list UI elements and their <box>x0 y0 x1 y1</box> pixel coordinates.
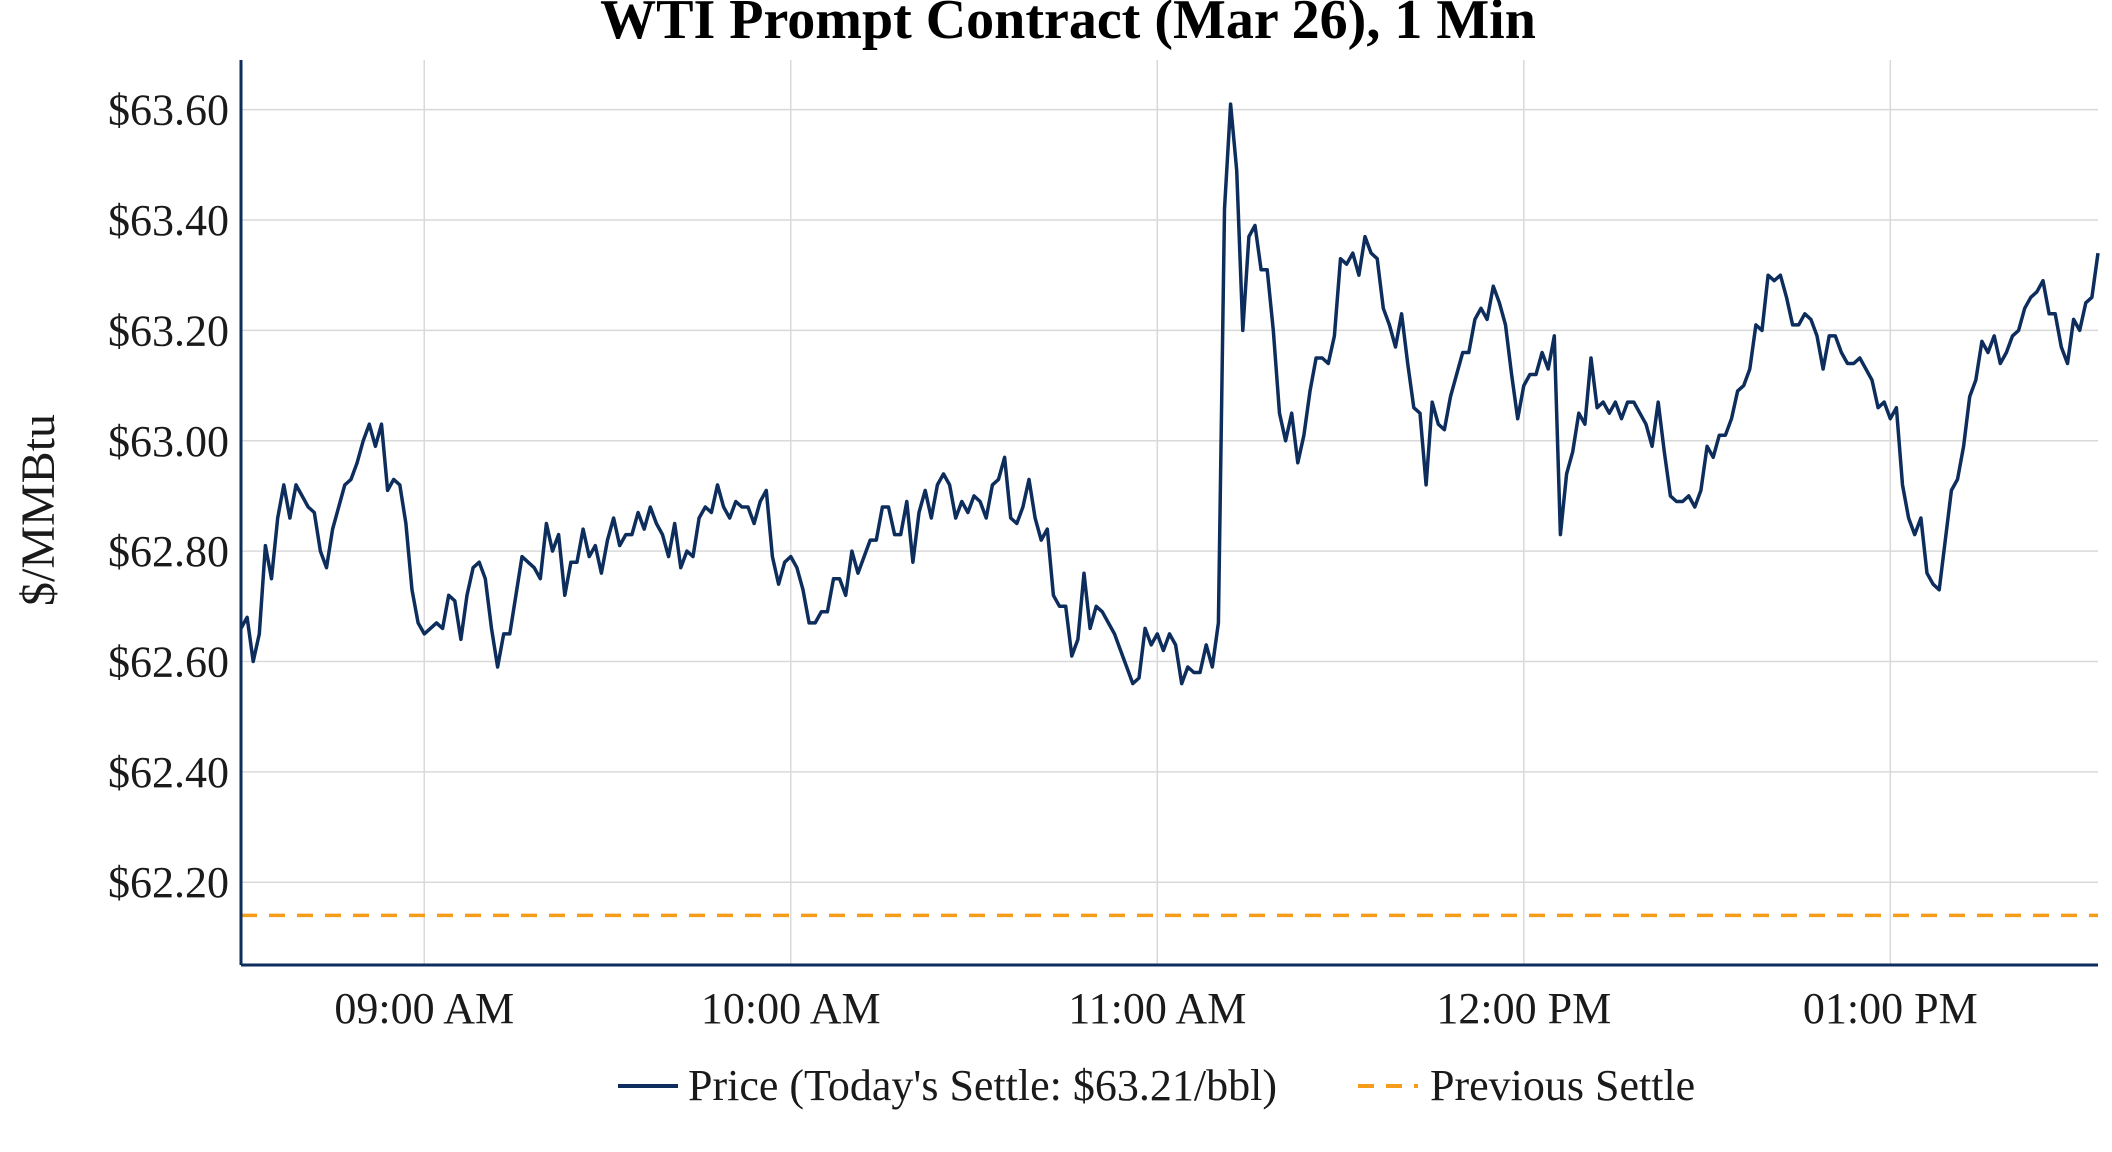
axes <box>239 60 2098 967</box>
legend: Price (Today's Settle: $63.21/bbl) Previo… <box>618 1061 1695 1110</box>
y-tick-label: $62.20 <box>108 858 229 907</box>
y-tick-label: $62.40 <box>108 748 229 797</box>
legend-price-label: Price (Today's Settle: $63.21/bbl) <box>688 1061 1277 1110</box>
y-tick-label: $62.80 <box>108 527 229 576</box>
y-tick-label: $63.40 <box>108 196 229 245</box>
x-tick-label: 01:00 PM <box>1803 984 1978 1033</box>
y-tick-label: $62.60 <box>108 637 229 686</box>
y-tick-label: $63.20 <box>108 306 229 355</box>
series-layer <box>239 102 2100 918</box>
x-tick-labels: 09:00 AM 10:00 AM 11:00 AM 12:00 PM 01:00 PM <box>334 984 1977 1033</box>
price-line <box>239 102 2100 686</box>
y-axis-label: $/MMBtu <box>12 414 65 606</box>
legend-settle-label: Previous Settle <box>1430 1061 1695 1110</box>
y-tick-label: $63.00 <box>108 417 229 466</box>
x-tick-label: 09:00 AM <box>334 984 514 1033</box>
y-tick-label: $63.60 <box>108 86 229 135</box>
y-tick-labels: $62.20 $62.40 $62.60 $62.80 $63.00 $63.20 $63.… <box>108 86 229 908</box>
chart-title: WTI Prompt Contract (Mar 26), 1 Min <box>600 0 1536 51</box>
x-tick-label: 10:00 AM <box>701 984 881 1033</box>
x-tick-label: 11:00 AM <box>1068 984 1246 1033</box>
gridlines <box>241 60 2098 965</box>
x-tick-label: 12:00 PM <box>1436 984 1611 1033</box>
